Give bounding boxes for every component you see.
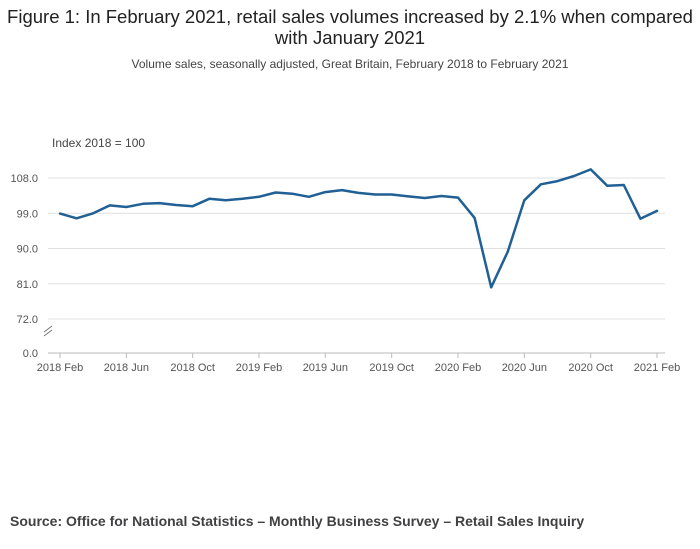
data-point xyxy=(191,205,194,208)
y-tick-label: 0.0 xyxy=(23,348,38,360)
x-tick-label: 2020 Feb xyxy=(435,362,481,374)
data-point xyxy=(75,217,78,220)
data-point xyxy=(59,212,61,215)
data-point xyxy=(457,196,459,199)
data-point xyxy=(324,191,327,194)
y-tick-label: 99.0 xyxy=(17,208,38,220)
data-point xyxy=(241,197,244,200)
data-point xyxy=(175,204,178,207)
y-tick-label: 90.0 xyxy=(17,244,38,256)
data-point xyxy=(622,184,625,187)
x-tick-label: 2018 Feb xyxy=(37,362,83,374)
data-point xyxy=(606,184,609,187)
data-point xyxy=(141,202,144,205)
series-line xyxy=(58,168,659,289)
x-tick-label: 2019 Feb xyxy=(236,362,282,374)
axis-break-mark xyxy=(43,325,53,337)
data-point xyxy=(506,250,509,253)
chart-title: Figure 1: In February 2021, retail sales… xyxy=(7,6,693,48)
data-point xyxy=(390,193,393,196)
data-point xyxy=(573,175,576,178)
x-axis: 2018 Feb 2018 Jun 2018 Oct 2019 Feb 2019 Jun… xyxy=(37,353,680,374)
y-axis-label: Index 2018 = 100 xyxy=(52,136,145,150)
data-point xyxy=(556,180,559,183)
y-tick-label: 81.0 xyxy=(17,279,38,291)
x-tick-label: 2019 Jun xyxy=(303,362,348,374)
data-point xyxy=(656,209,658,212)
data-point xyxy=(539,183,542,186)
data-point xyxy=(407,195,410,198)
x-tick-label: 2020 Oct xyxy=(568,362,613,374)
data-point xyxy=(92,212,95,215)
data-point xyxy=(125,205,128,208)
gridlines xyxy=(43,177,665,354)
data-point xyxy=(523,199,526,202)
data-point xyxy=(274,191,277,194)
data-point xyxy=(307,195,310,198)
y-tick-label: 108.0 xyxy=(10,173,38,185)
data-point xyxy=(423,196,426,199)
data-point xyxy=(440,195,443,198)
data-point xyxy=(490,286,493,289)
data-point xyxy=(589,168,592,171)
source-note: Source: Office for National Statistics –… xyxy=(10,513,585,529)
x-tick-label: 2021 Feb xyxy=(634,362,680,374)
data-point xyxy=(639,217,642,220)
data-point xyxy=(291,192,294,195)
data-point xyxy=(357,191,360,194)
x-tick-label: 2018 Jun xyxy=(104,362,149,374)
x-tick-label: 2019 Oct xyxy=(369,362,414,374)
data-point xyxy=(340,189,343,192)
series-layer xyxy=(58,168,659,289)
data-point xyxy=(374,193,377,196)
data-point xyxy=(108,204,111,207)
y-tick-label: 72.0 xyxy=(17,314,38,326)
data-point xyxy=(473,216,476,219)
data-point xyxy=(158,202,161,205)
data-point xyxy=(258,195,260,198)
y-axis-ticks: 0.0 72.0 81.0 90.0 99.0 108.0 xyxy=(10,173,38,360)
data-point xyxy=(224,199,227,202)
data-point xyxy=(208,197,211,200)
x-tick-label: 2020 Jun xyxy=(502,362,547,374)
x-tick-label: 2018 Oct xyxy=(170,362,215,374)
chart-subtitle: Volume sales, seasonally adjusted, Great… xyxy=(131,57,569,71)
